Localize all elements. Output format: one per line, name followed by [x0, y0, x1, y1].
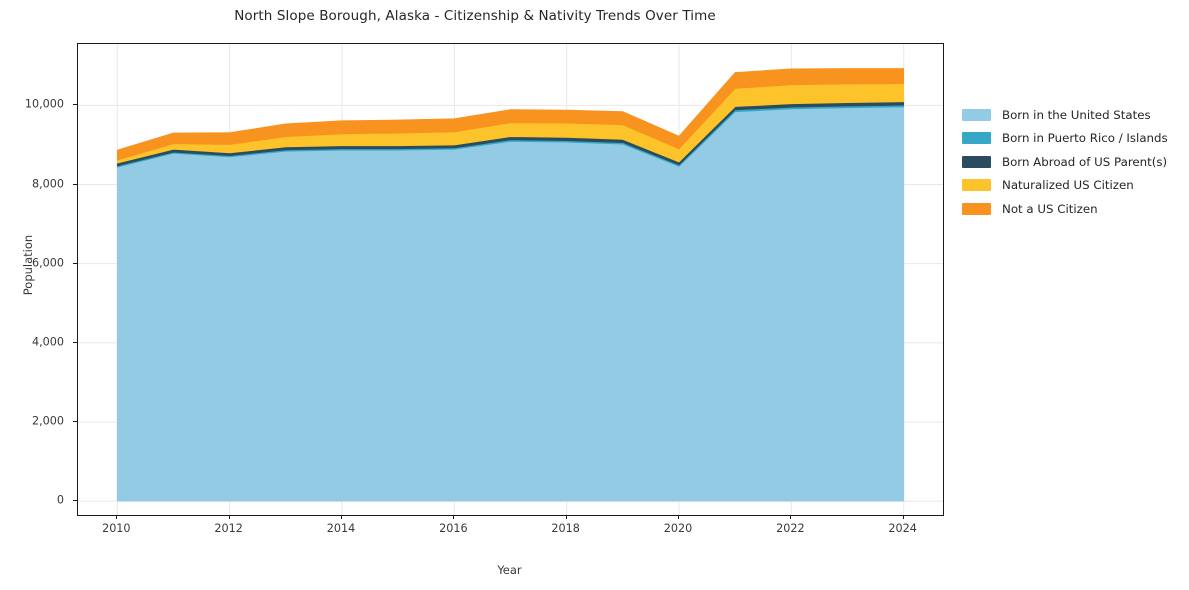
x-axis-label: Year: [497, 563, 522, 577]
x-axis-tick-label: 2012: [214, 522, 243, 535]
x-axis-tick-label: 2024: [888, 522, 917, 535]
legend-color-swatch: [962, 179, 991, 192]
legend-label: Born Abroad of US Parent(s): [1002, 154, 1168, 169]
legend-label: Naturalized US Citizen: [1002, 178, 1134, 193]
y-axis-tick-label: 0: [56, 493, 64, 507]
y-axis-tick-mark: [73, 183, 77, 185]
chart-title: North Slope Borough, Alaska - Citizenshi…: [234, 8, 716, 24]
y-axis-tick-labels: 0 2,000 4,000 6,000 8,000 10,000: [0, 43, 64, 514]
legend-color-swatch: [962, 202, 991, 215]
legend-item[interactable]: Born in Puerto Rico / Islands: [962, 127, 1187, 151]
y-axis-tick-mark: [73, 420, 77, 422]
legend-color-swatch: [962, 108, 991, 121]
x-axis-tick-mark: [228, 515, 230, 519]
y-axis-tick-mark: [73, 500, 77, 502]
legend-color-swatch: [962, 132, 991, 145]
x-axis-tick-mark: [678, 515, 679, 519]
chart-legend: Born in the United States Born in Puerto …: [962, 103, 1187, 221]
x-axis-tick-label: 2010: [102, 522, 131, 535]
x-axis-tick-mark: [116, 515, 118, 519]
legend-color-swatch: [962, 155, 991, 168]
legend-label: Born in the United States: [1002, 107, 1151, 122]
x-axis-tick-mark: [902, 515, 904, 519]
x-axis-tick-label: 2022: [776, 522, 805, 535]
legend-item[interactable]: Born in the United States: [962, 103, 1187, 127]
y-axis-tick-mark: [73, 262, 77, 264]
plot-area: [77, 43, 944, 516]
x-axis-tick-mark: [790, 515, 792, 519]
legend-item[interactable]: Not a US Citizen: [962, 197, 1187, 221]
y-axis-tick-label: 4,000: [31, 335, 64, 349]
legend-label: Born in Puerto Rico / Islands: [1002, 131, 1168, 146]
x-axis-tick-mark: [565, 515, 567, 519]
y-axis-tick-label: 10,000: [24, 97, 64, 111]
legend-item[interactable]: Born Abroad of US Parent(s): [962, 150, 1187, 174]
y-axis-tick-label: 2,000: [31, 414, 64, 428]
x-axis-tick-label: 2020: [663, 522, 693, 535]
y-axis-tick-mark: [73, 104, 77, 106]
x-axis-tick-label: 2016: [439, 522, 468, 535]
x-axis-tick-label: 2014: [326, 522, 356, 535]
legend-item[interactable]: Naturalized US Citizen: [962, 174, 1187, 198]
y-axis-tick-label: 6,000: [31, 256, 64, 270]
y-axis-tick-label: 8,000: [31, 177, 64, 190]
x-axis-tick-mark: [453, 515, 455, 519]
x-axis-tick-mark: [340, 515, 342, 519]
legend-label: Not a US Citizen: [1002, 201, 1098, 216]
stacked-area-plot: [78, 44, 943, 515]
x-axis-tick-label: 2018: [551, 522, 580, 535]
y-axis-tick-mark: [73, 341, 77, 343]
